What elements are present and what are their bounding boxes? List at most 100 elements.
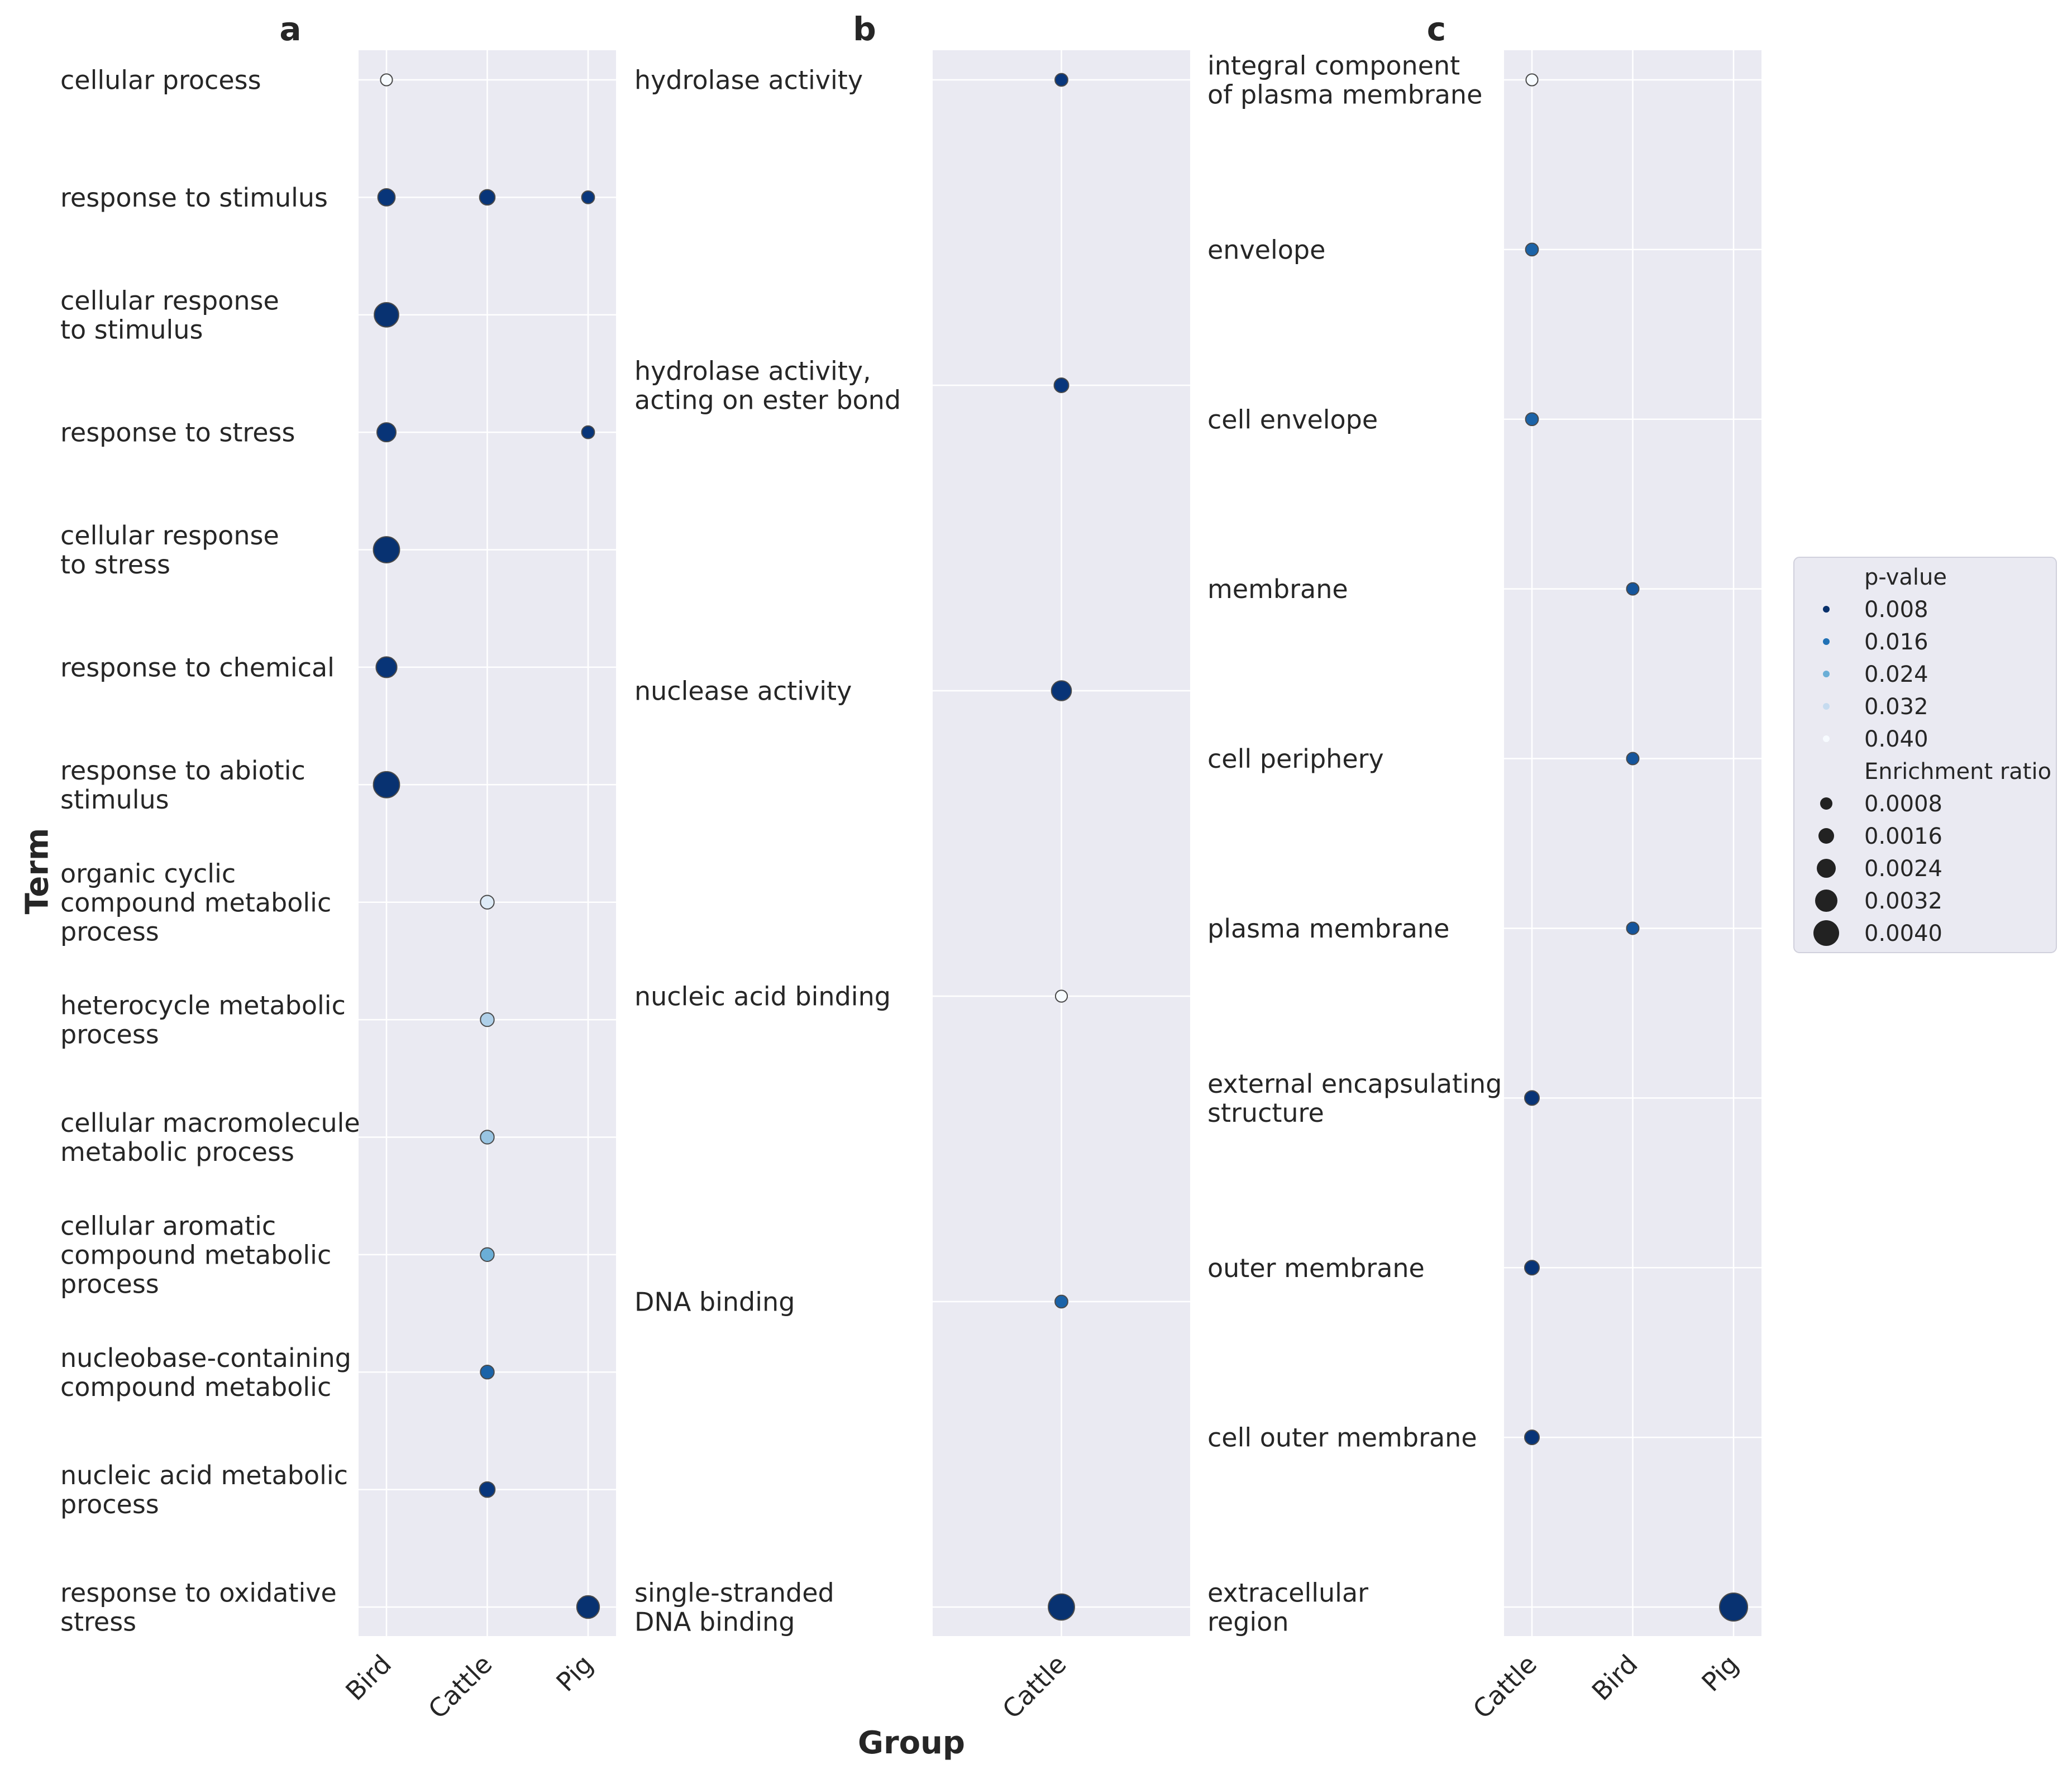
legend-pvalue-label: 0.008 — [1864, 597, 1928, 623]
data-point — [1054, 73, 1068, 87]
term-label: heterocycle metabolic process — [60, 991, 346, 1050]
term-label: nucleic acid binding — [634, 982, 891, 1012]
term-label: cellular response to stress — [60, 520, 279, 580]
term-label: outer membrane — [1207, 1253, 1425, 1283]
data-point — [581, 190, 595, 204]
term-label: DNA binding — [634, 1287, 795, 1317]
data-point — [1054, 989, 1068, 1003]
x-tick-label: Bird — [1586, 1649, 1644, 1706]
data-point — [1626, 752, 1640, 766]
data-point — [480, 1012, 495, 1027]
y-axis-title: Term — [20, 828, 56, 915]
panel-b: b hydrolase activity hydrolase activity, ac… — [634, 10, 1190, 1724]
term-label: response to oxidative stress — [60, 1578, 337, 1637]
legend-pvalue-swatch — [1823, 671, 1830, 677]
data-point — [1525, 73, 1539, 87]
x-tick-label: Cattle — [996, 1649, 1072, 1724]
data-point — [480, 1130, 495, 1145]
legend-size-label: 0.0032 — [1864, 888, 1942, 914]
legend-size-title: Enrichment ratio — [1864, 759, 2051, 785]
term-label: response to abiotic stimulus — [60, 755, 305, 815]
data-point — [479, 1481, 496, 1498]
term-label: nucleic acid metabolic process — [60, 1460, 348, 1519]
x-axis-title: Group — [858, 1725, 965, 1761]
data-point — [1524, 1260, 1540, 1276]
term-label: nuclease activity — [634, 676, 852, 706]
legend-size-label: 0.0008 — [1864, 791, 1942, 817]
data-point — [1053, 377, 1070, 393]
data-point — [480, 1247, 495, 1263]
data-point — [1626, 921, 1640, 935]
data-point — [576, 1595, 600, 1619]
data-point — [373, 771, 400, 798]
legend: p-value 0.008 0.016 0.024 0.032 0.040 Enrichme… — [1793, 557, 2057, 953]
data-point — [480, 1365, 495, 1380]
data-point — [380, 73, 393, 87]
data-point — [1051, 680, 1072, 701]
term-label: membrane — [1207, 574, 1348, 604]
legend-size-label: 0.0040 — [1864, 921, 1942, 946]
data-point — [377, 188, 396, 207]
term-label: plasma membrane — [1207, 914, 1449, 944]
data-point — [1048, 1593, 1075, 1621]
legend-pvalue-swatch — [1823, 703, 1830, 710]
term-label: hydrolase activity — [634, 65, 863, 95]
term-label: organic cyclic compound metabolic process — [60, 858, 331, 946]
legend-pvalue-swatch — [1823, 735, 1830, 742]
data-point — [480, 895, 495, 910]
data-point — [1524, 1429, 1540, 1446]
legend-pvalue-swatch — [1823, 606, 1830, 613]
term-label: cellular macromolecule metabolic process — [60, 1108, 360, 1167]
panel-label: b — [853, 10, 876, 48]
term-label: cell envelope — [1207, 404, 1378, 434]
legend-size-swatch — [1813, 920, 1839, 946]
legend-pvalue-swatch — [1823, 638, 1830, 645]
term-label: cellular process — [60, 65, 261, 95]
term-label: extracellular region — [1207, 1578, 1368, 1637]
term-label: response to chemical — [60, 652, 335, 682]
data-point — [1524, 1090, 1540, 1106]
data-point — [581, 425, 595, 439]
legend-pvalue-title: p-value — [1864, 565, 1947, 590]
data-point — [376, 422, 397, 443]
data-point — [374, 302, 399, 328]
legend-pvalue-label: 0.016 — [1864, 629, 1928, 655]
data-point — [375, 656, 398, 678]
term-label: single-stranded DNA binding — [634, 1578, 834, 1637]
x-tick-label: Cattle — [422, 1649, 498, 1724]
data-point — [479, 189, 496, 206]
panel-label: c — [1427, 10, 1446, 48]
panel-label: a — [279, 10, 301, 48]
legend-size-swatch — [1815, 890, 1837, 912]
data-point — [1719, 1593, 1748, 1622]
term-label: cell outer membrane — [1207, 1423, 1477, 1453]
data-point — [1054, 1294, 1068, 1309]
x-tick-label: Pig — [1696, 1649, 1744, 1698]
term-label: hydrolase activity, acting on ester bond — [634, 356, 901, 415]
legend-size-swatch — [1818, 828, 1834, 844]
term-label: envelope — [1207, 235, 1325, 265]
legend-size-swatch — [1817, 859, 1836, 878]
data-point — [373, 536, 400, 563]
term-label: response to stimulus — [60, 183, 328, 213]
x-tick-label: Pig — [550, 1649, 599, 1698]
term-label: external encapsulating structure — [1207, 1069, 1502, 1128]
legend-pvalue-label: 0.040 — [1864, 726, 1928, 752]
term-label: cell periphery — [1207, 744, 1384, 774]
legend-size-swatch — [1820, 797, 1832, 810]
term-label: integral component of plasma membrane — [1207, 51, 1482, 110]
x-tick-label: Bird — [340, 1649, 397, 1706]
term-label: nucleobase-containing compound metabolic — [60, 1343, 351, 1402]
legend-pvalue-label: 0.032 — [1864, 694, 1928, 720]
data-point — [1525, 412, 1539, 427]
term-label: cellular aromatic compound metabolic proce… — [60, 1211, 331, 1299]
legend-pvalue-label: 0.024 — [1864, 662, 1928, 687]
term-label: response to stress — [60, 418, 295, 448]
legend-size-label: 0.0024 — [1864, 856, 1942, 882]
x-tick-label: Cattle — [1467, 1649, 1543, 1724]
legend-box — [1793, 557, 2057, 953]
data-point — [1626, 582, 1640, 596]
panel-a: a cellular process response to stimulus cel… — [60, 10, 616, 1724]
